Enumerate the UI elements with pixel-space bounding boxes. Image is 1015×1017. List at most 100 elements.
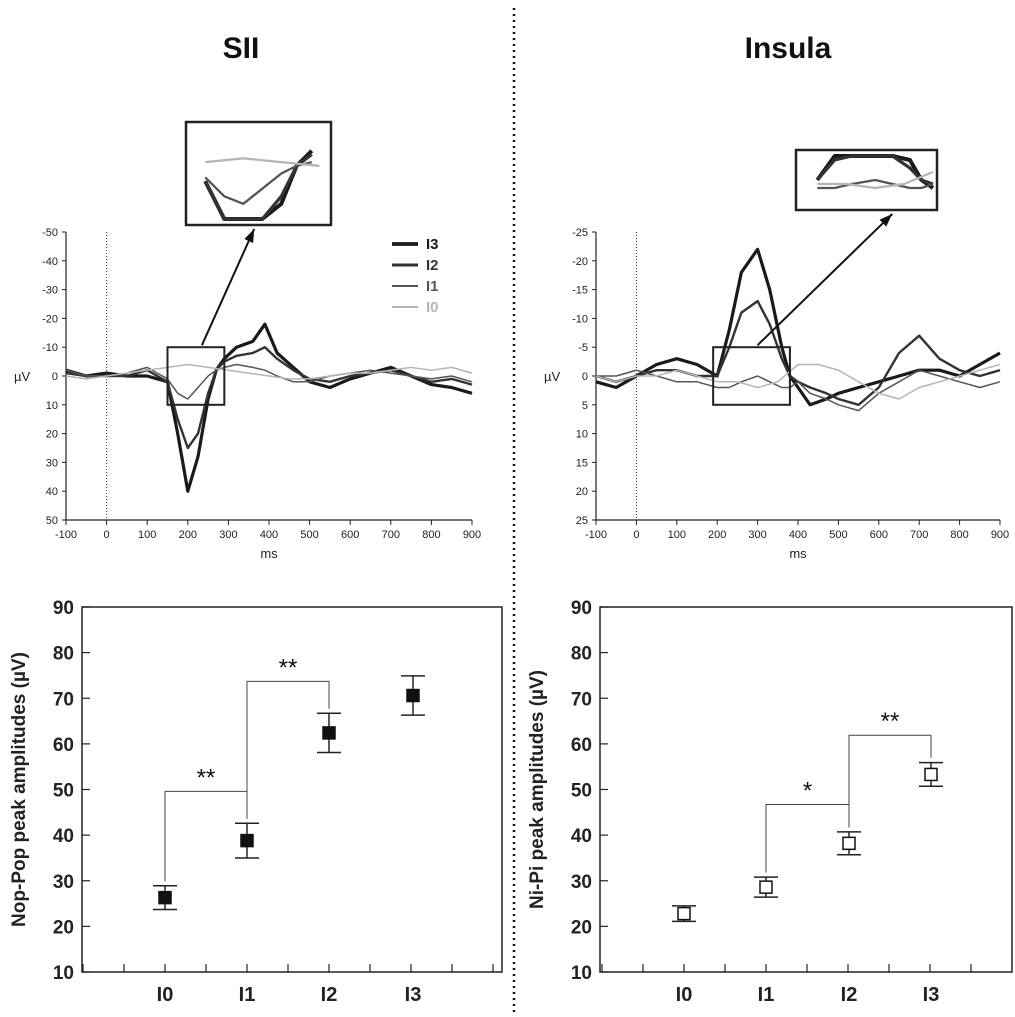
x-tick-label: 400 xyxy=(260,529,278,541)
y-tick-label: 20 xyxy=(53,917,74,938)
y-tick-label: 80 xyxy=(53,644,74,665)
y-axis-label: µV xyxy=(14,369,30,384)
charts: -100 0 100 200 300 400 500 600 700 800 900-50-40-3… xyxy=(9,120,1013,1006)
y-tick-label: 20 xyxy=(576,486,588,498)
x-tick-label-I0: I0 xyxy=(676,984,693,1006)
y-tick-label: 50 xyxy=(53,781,74,802)
x-axis-label: ms xyxy=(260,546,278,561)
y-tick-label: 30 xyxy=(53,872,74,893)
x-tick-label: 0 xyxy=(633,529,639,541)
y-tick-label: 0 xyxy=(52,371,58,383)
x-tick-label: 100 xyxy=(138,529,156,541)
significance-bracket xyxy=(848,734,932,828)
x-tick-label: 300 xyxy=(748,529,766,541)
y-tick-label: -30 xyxy=(42,285,58,297)
y-tick-label: -20 xyxy=(572,256,588,268)
x-tick-label: 600 xyxy=(341,529,359,541)
x-tick-label: 400 xyxy=(789,529,807,541)
x-tick-label: 100 xyxy=(668,529,686,541)
zoom-arrow xyxy=(201,228,256,346)
significance-bracket xyxy=(246,680,330,819)
data-marker-I1 xyxy=(759,880,773,894)
legend-label-I3: I3 xyxy=(426,236,439,253)
zoom-arrow-head xyxy=(244,229,255,243)
data-marker-I2 xyxy=(842,836,856,851)
left-panel-title: SII xyxy=(223,32,260,65)
y-tick-label: -10 xyxy=(42,342,58,354)
y-tick-label: -15 xyxy=(572,285,588,297)
significance-label: ** xyxy=(197,764,216,791)
amplitude-chart-0: 10 20 30 40 50 60 70 80 90 I0 I1 I2 I3 Nop-Pop peak a… xyxy=(9,598,503,1006)
y-tick-label: 60 xyxy=(53,735,74,756)
series-line-I3 xyxy=(65,322,473,493)
significance-label: ** xyxy=(881,708,900,735)
x-tick-label: 700 xyxy=(382,529,400,541)
y-tick-label: 10 xyxy=(571,963,592,984)
zoom-window xyxy=(712,346,791,406)
x-tick-label-I1: I1 xyxy=(239,984,256,1006)
y-tick-label: 40 xyxy=(46,486,58,498)
x-tick-label: 200 xyxy=(708,529,726,541)
x-tick-label: -100 xyxy=(585,529,607,541)
x-tick-label: 200 xyxy=(179,529,197,541)
series-line-I0 xyxy=(65,363,473,380)
y-tick-label: 70 xyxy=(53,689,74,710)
zoom-window xyxy=(166,346,226,406)
y-tick-label: -25 xyxy=(572,227,588,239)
y-tick-label: 50 xyxy=(571,781,592,802)
y-tick-label: 15 xyxy=(576,457,588,469)
data-marker-I3 xyxy=(406,688,420,703)
y-tick-label: -50 xyxy=(42,227,58,239)
y-tick-label: -5 xyxy=(578,342,588,354)
data-marker-I3 xyxy=(924,767,938,782)
x-tick-label: 800 xyxy=(950,529,968,541)
data-marker-I0 xyxy=(677,906,691,921)
data-marker-I0 xyxy=(158,890,172,905)
y-tick-label: 20 xyxy=(571,917,592,938)
x-tick-label: 900 xyxy=(463,529,481,541)
y-tick-label: -10 xyxy=(572,313,588,325)
x-tick-label-I3: I3 xyxy=(405,984,422,1006)
y-tick-label: -20 xyxy=(42,313,58,325)
x-tick-label: 700 xyxy=(910,529,928,541)
y-tick-label: 30 xyxy=(46,457,58,469)
y-tick-label: 10 xyxy=(576,429,588,441)
x-tick-label: 500 xyxy=(300,529,318,541)
y-tick-label: 90 xyxy=(53,598,74,619)
x-axis-label: ms xyxy=(789,546,807,561)
amplitude-chart-1: 10 20 30 40 50 60 70 80 90 I0 I1 I2 I3 Ni-Pi peak amp… xyxy=(527,598,1013,1006)
x-tick-label: 600 xyxy=(870,529,888,541)
y-tick-label: 10 xyxy=(53,963,74,984)
y-tick-label: 5 xyxy=(582,400,588,412)
series-line-I0 xyxy=(595,363,1001,400)
y-tick-label: 70 xyxy=(571,689,592,710)
x-tick-label: 300 xyxy=(219,529,237,541)
waveform-chart-0: -100 0 100 200 300 400 500 600 700 800 900-50-40-3… xyxy=(14,120,481,561)
y-tick-label: 0 xyxy=(582,371,588,383)
x-tick-label: 800 xyxy=(422,529,440,541)
y-tick-label: 50 xyxy=(46,515,58,527)
x-tick-label-I2: I2 xyxy=(321,984,338,1006)
waveform-chart-1: -100 0 100 200 300 400 500 600 700 800 900-25-20-1… xyxy=(544,148,1009,561)
inset-box xyxy=(184,120,333,227)
y-tick-label: 10 xyxy=(46,400,58,412)
inset-trace-I0 xyxy=(817,170,934,190)
x-tick-label: 900 xyxy=(991,529,1009,541)
x-tick-label-I1: I1 xyxy=(758,984,775,1006)
y-tick-label: 60 xyxy=(571,735,592,756)
y-tick-label: -40 xyxy=(42,256,58,268)
x-tick-label-I0: I0 xyxy=(157,984,174,1006)
significance-label: * xyxy=(803,778,812,805)
y-tick-label: 40 xyxy=(571,826,592,847)
inset-trace-I1 xyxy=(817,178,934,190)
zoom-arrow-head xyxy=(879,214,893,227)
x-tick-label-I2: I2 xyxy=(841,984,858,1006)
x-tick-label: 500 xyxy=(829,529,847,541)
data-marker-I1 xyxy=(240,833,254,848)
significance-label: ** xyxy=(279,654,298,681)
legend-label-I2: I2 xyxy=(426,257,439,274)
inset-trace-I1 xyxy=(204,160,313,205)
y-tick-label: 80 xyxy=(571,644,592,665)
inset-trace-I0 xyxy=(205,157,320,168)
